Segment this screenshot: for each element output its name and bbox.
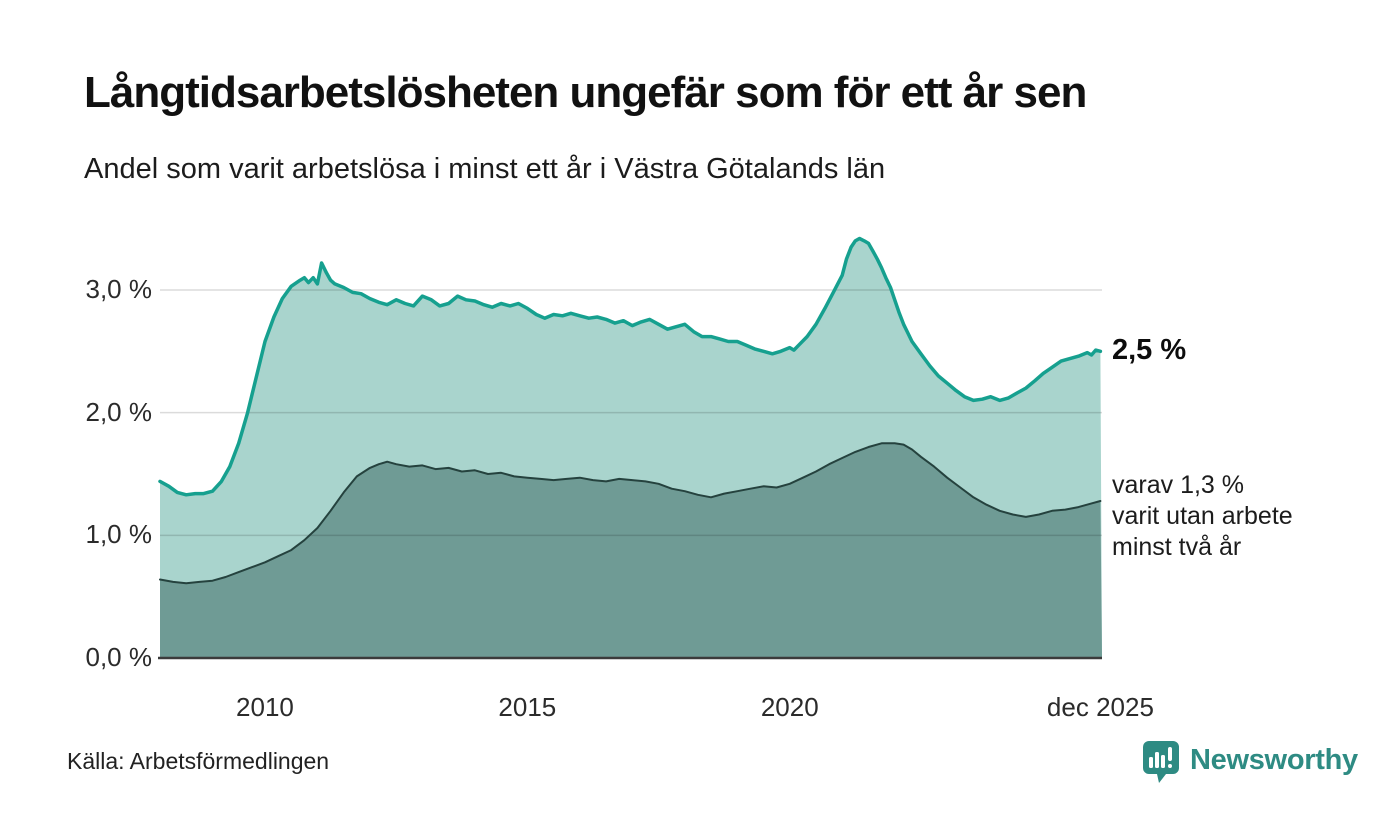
- newsworthy-logo[interactable]: Newsworthy: [1142, 740, 1358, 784]
- page-title: Långtidsarbetslösheten ungefär som för e…: [84, 68, 1087, 117]
- x-axis-tick-dec 2025: dec 2025: [1046, 692, 1154, 722]
- page-subtitle: Andel som varit arbetslösa i minst ett å…: [84, 153, 886, 185]
- series-line-1: [159, 442, 1102, 585]
- x-axis-tick-2010: 2010: [236, 692, 294, 722]
- newsworthy-bubble-chart-icon: [1142, 740, 1180, 784]
- y-axis-tick-3,0 %: 3,0 %: [85, 273, 153, 304]
- source-credit: Källa: Arbetsförmedlingen: [67, 748, 330, 774]
- series-line-0: [158, 236, 1103, 497]
- latest-value-label: 2,5 %: [1112, 334, 1187, 366]
- y-axis-tick-2,0 %: 2,0 %: [85, 396, 153, 427]
- y-axis-tick-0,0 %: 0,0 %: [85, 642, 153, 672]
- secondary-series-note: varav 1,3 % varit utan arbete minst två …: [1112, 471, 1293, 561]
- y-axis-tick-1,0 %: 1,0 %: [85, 519, 153, 550]
- newsworthy-wordmark: Newsworthy: [1190, 744, 1358, 776]
- x-axis-tick-2020: 2020: [760, 692, 819, 722]
- area-fill-1: [160, 443, 1102, 658]
- x-axis-tick-2015: 2015: [498, 692, 557, 722]
